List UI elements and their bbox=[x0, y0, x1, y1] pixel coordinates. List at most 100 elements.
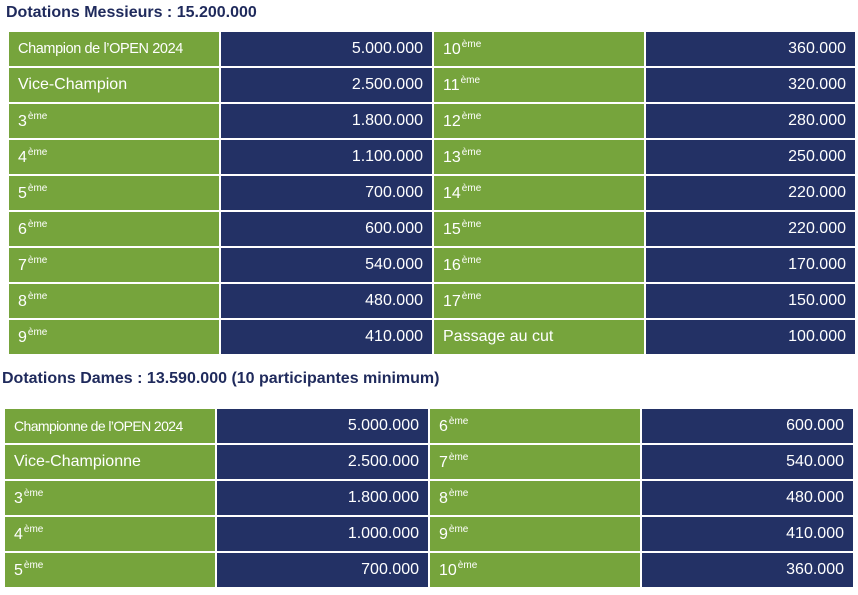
rank-number: 4 bbox=[14, 526, 23, 543]
rank-suffix: ème bbox=[448, 416, 469, 427]
table-row: 4ème 1.000.000 9ème 410.000 bbox=[3, 515, 855, 553]
prize-amount: 150.000 bbox=[644, 282, 857, 320]
rank-label: 13ème bbox=[432, 138, 646, 176]
prize-amount: 410.000 bbox=[640, 515, 855, 553]
rank-suffix: ème bbox=[448, 488, 469, 499]
rank-suffix: ème bbox=[27, 183, 48, 194]
prize-amount: 1.800.000 bbox=[219, 102, 434, 140]
rank-label: 11ème bbox=[432, 66, 646, 104]
table-row: 9ème 410.000 Passage au cut 100.000 bbox=[7, 318, 857, 356]
rank-label: Vice-Champion bbox=[7, 66, 221, 104]
prize-amount: 410.000 bbox=[219, 318, 434, 356]
prize-amount: 600.000 bbox=[219, 210, 434, 248]
prize-amount: 280.000 bbox=[644, 102, 857, 140]
rank-number: 12 bbox=[443, 113, 461, 130]
rank-number: 17 bbox=[443, 293, 461, 310]
rank-number: 9 bbox=[18, 329, 27, 346]
rank-label: 3ème bbox=[7, 102, 221, 140]
rank-number: 16 bbox=[443, 257, 461, 274]
rank-number: 9 bbox=[439, 526, 448, 543]
rank-suffix: ème bbox=[23, 524, 44, 535]
prize-amount: 480.000 bbox=[219, 282, 434, 320]
rank-label: 10ème bbox=[428, 551, 642, 589]
rank-suffix: ème bbox=[461, 255, 482, 266]
prize-amount: 5.000.000 bbox=[219, 30, 434, 68]
rank-label: Champion de l’OPEN 2024 bbox=[7, 30, 221, 68]
rank-suffix: ème bbox=[461, 111, 482, 122]
rank-label: 5ème bbox=[3, 551, 217, 589]
rank-suffix: ème bbox=[461, 219, 482, 230]
rank-suffix: ème bbox=[23, 488, 44, 499]
rank-label: 7ème bbox=[7, 246, 221, 284]
prize-amount: 540.000 bbox=[219, 246, 434, 284]
rank-label: 8ème bbox=[428, 479, 642, 517]
men-prize-table: Champion de l’OPEN 2024 5.000.000 10ème 360… bbox=[7, 30, 857, 356]
prize-amount: 220.000 bbox=[644, 174, 857, 212]
prize-amount: 600.000 bbox=[640, 407, 855, 445]
prize-amount: 1.100.000 bbox=[219, 138, 434, 176]
rank-number: 6 bbox=[439, 418, 448, 435]
rank-suffix: ème bbox=[27, 291, 48, 302]
rank-suffix: ème bbox=[27, 111, 48, 122]
rank-number: 13 bbox=[443, 149, 461, 166]
rank-label: 14ème bbox=[432, 174, 646, 212]
rank-suffix: ème bbox=[461, 147, 482, 158]
table-row: 8ème 480.000 17ème 150.000 bbox=[7, 282, 857, 320]
rank-number: 10 bbox=[439, 562, 457, 579]
rank-label: 4ème bbox=[3, 515, 217, 553]
rank-suffix: ème bbox=[461, 291, 482, 302]
rank-suffix: ème bbox=[27, 255, 48, 266]
rank-suffix: ème bbox=[23, 560, 44, 571]
table-row: 6ème 600.000 15ème 220.000 bbox=[7, 210, 857, 248]
table-row: Vice-Champion 2.500.000 11ème 320.000 bbox=[7, 66, 857, 104]
rank-label: 16ème bbox=[432, 246, 646, 284]
rank-number: 15 bbox=[443, 221, 461, 238]
prize-amount: 2.500.000 bbox=[215, 443, 430, 481]
rank-number: 14 bbox=[443, 185, 461, 202]
rank-suffix: ème bbox=[457, 560, 478, 571]
rank-suffix: ème bbox=[27, 219, 48, 230]
table-row: 3ème 1.800.000 12ème 280.000 bbox=[7, 102, 857, 140]
rank-number: 7 bbox=[18, 257, 27, 274]
rank-label: 5ème bbox=[7, 174, 221, 212]
prize-amount: 360.000 bbox=[644, 30, 857, 68]
table-row: 4ème 1.100.000 13ème 250.000 bbox=[7, 138, 857, 176]
rank-label: 15ème bbox=[432, 210, 646, 248]
rank-number: 8 bbox=[439, 490, 448, 507]
women-prize-title: Dotations Dames : 13.590.000 (10 partici… bbox=[2, 370, 440, 387]
men-prize-title: Dotations Messieurs : 15.200.000 bbox=[6, 4, 257, 21]
women-prize-table: Championne de l’OPEN 2024 5.000.000 6ème 60… bbox=[3, 407, 855, 589]
rank-suffix: ème bbox=[461, 183, 482, 194]
prize-amount: 540.000 bbox=[640, 443, 855, 481]
rank-label: 10ème bbox=[432, 30, 646, 68]
prize-amount: 220.000 bbox=[644, 210, 857, 248]
prize-amount: 360.000 bbox=[640, 551, 855, 589]
table-row: 3ème 1.800.000 8ème 480.000 bbox=[3, 479, 855, 517]
rank-label: 3ème bbox=[3, 479, 217, 517]
rank-label: 4ème bbox=[7, 138, 221, 176]
rank-label: 6ème bbox=[7, 210, 221, 248]
rank-number: 8 bbox=[18, 293, 27, 310]
rank-label: 12ème bbox=[432, 102, 646, 140]
table-row: 5ème 700.000 10ème 360.000 bbox=[3, 551, 855, 589]
rank-suffix: ème bbox=[448, 452, 469, 463]
rank-suffix: ème bbox=[448, 524, 469, 535]
rank-label: Passage au cut bbox=[432, 318, 646, 356]
prize-amount: 320.000 bbox=[644, 66, 857, 104]
prize-amount: 2.500.000 bbox=[219, 66, 434, 104]
prize-amount: 1.800.000 bbox=[215, 479, 430, 517]
prize-amount: 170.000 bbox=[644, 246, 857, 284]
table-row: 7ème 540.000 16ème 170.000 bbox=[7, 246, 857, 284]
rank-number: 11 bbox=[443, 77, 460, 94]
rank-label: 17ème bbox=[432, 282, 646, 320]
prize-amount: 100.000 bbox=[644, 318, 857, 356]
rank-label: 7ème bbox=[428, 443, 642, 481]
rank-label: 6ème bbox=[428, 407, 642, 445]
rank-number: 4 bbox=[18, 149, 27, 166]
prize-amount: 480.000 bbox=[640, 479, 855, 517]
rank-number: 7 bbox=[439, 454, 448, 471]
table-row: Championne de l’OPEN 2024 5.000.000 6ème 60… bbox=[3, 407, 855, 445]
rank-number: 5 bbox=[18, 185, 27, 202]
rank-label: Championne de l’OPEN 2024 bbox=[3, 407, 217, 445]
prize-amount: 1.000.000 bbox=[215, 515, 430, 553]
